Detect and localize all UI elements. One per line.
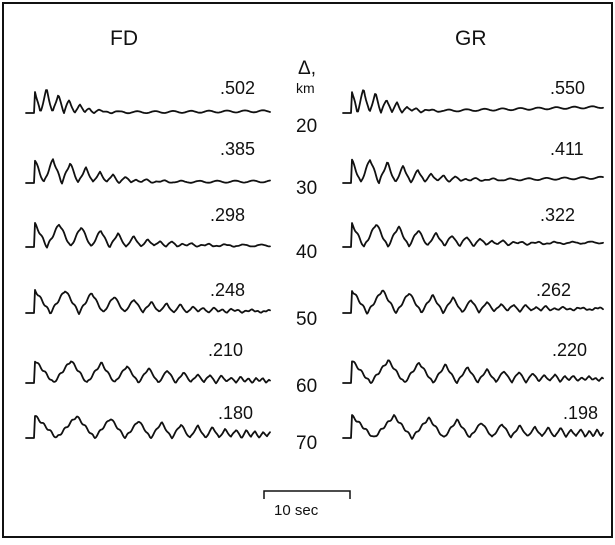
seismogram-trace (342, 414, 604, 440)
amplitude-label: .210 (208, 340, 243, 360)
seismogram-trace (25, 89, 271, 115)
amplitude-label: .248 (210, 280, 245, 300)
distance-label: 60 (296, 376, 317, 397)
seismogram-trace (25, 360, 271, 385)
seismogram-trace (342, 359, 604, 384)
scale-bar-line (263, 490, 351, 499)
scale-bar: 10 sec (263, 490, 351, 519)
seismogram-trace (25, 222, 271, 249)
distance-label: 70 (296, 433, 317, 454)
seismogram-trace (342, 222, 604, 248)
amplitude-label: .550 (550, 78, 585, 98)
amplitude-label: .385 (220, 139, 255, 159)
amplitude-label: .262 (536, 280, 571, 300)
amplitude-label: .180 (218, 403, 253, 423)
amplitude-label: .322 (540, 205, 575, 225)
amplitude-label: .198 (563, 403, 598, 423)
distance-label: 50 (296, 309, 317, 330)
fd-amplitude-labels: .502 .385 .298 .248 .210 .180 (208, 78, 255, 423)
distance-label: 20 (296, 116, 317, 137)
distance-labels: 20 30 40 50 60 70 (296, 116, 317, 454)
distance-label: 30 (296, 178, 317, 199)
panel-label-gr: GR (455, 27, 487, 50)
amplitude-label: .220 (552, 340, 587, 360)
distance-label: 40 (296, 242, 317, 263)
fd-traces (25, 89, 271, 440)
distance-symbol: Δ, (298, 58, 316, 79)
scale-bar-label: 10 sec (274, 502, 319, 519)
gr-amplitude-labels: .550 .411 .322 .262 .220 .198 (536, 78, 598, 423)
seismogram-trace (342, 158, 604, 185)
amplitude-label: .411 (550, 139, 584, 159)
figure-border (2, 2, 613, 538)
gr-traces (342, 89, 604, 440)
seismogram-trace (25, 289, 271, 315)
amplitude-label: .298 (210, 205, 245, 225)
seismogram-trace (342, 89, 604, 114)
seismogram-trace (25, 158, 271, 185)
amplitude-label: .502 (220, 78, 255, 98)
distance-unit: km (296, 80, 315, 96)
panel-label-fd: FD (110, 27, 138, 50)
seismogram-trace (25, 415, 271, 440)
seismogram-trace (342, 289, 604, 315)
